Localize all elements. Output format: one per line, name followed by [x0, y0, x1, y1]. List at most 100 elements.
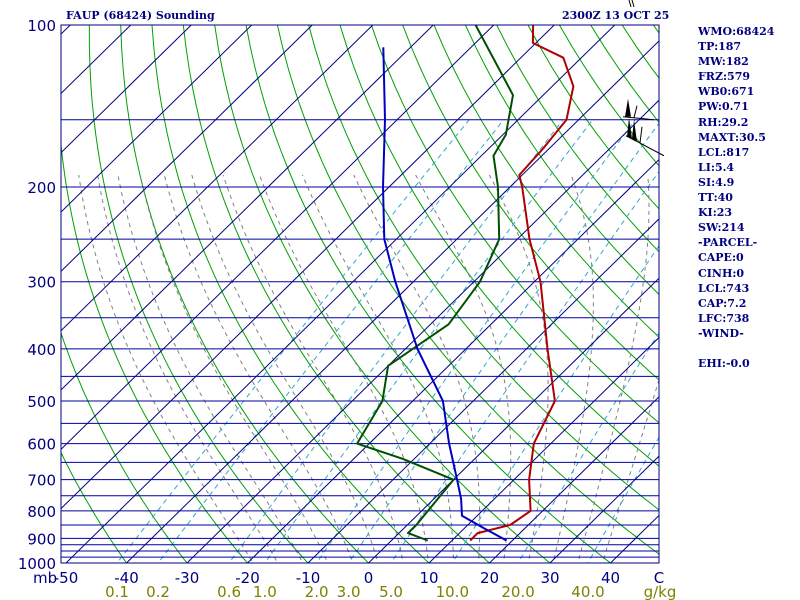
mixing-ratio-label: 0.6 — [217, 583, 241, 600]
dewpoint-trace — [356, 25, 514, 542]
moist-adiabat — [222, 174, 404, 563]
isotherm — [0, 13, 22, 574]
dry-adiabat — [61, 451, 128, 563]
index-line: KI:23 — [698, 206, 733, 220]
sounding-traces — [356, 25, 575, 542]
temperature-unit-label: C — [654, 569, 664, 587]
isotherm — [61, 25, 192, 154]
isotherm — [549, 455, 659, 563]
index-line: CAP:7.2 — [698, 296, 747, 310]
index-line: -WIND- — [698, 326, 744, 340]
plot-frame — [60, 24, 660, 564]
isotherm — [61, 25, 434, 391]
index-line: LCL:817 — [698, 145, 750, 159]
index-line: CAPE:0 — [698, 251, 744, 265]
moist-adiabat — [601, 378, 659, 563]
pressure-tick-label: 300 — [27, 274, 56, 292]
isotherm — [61, 25, 495, 450]
mixing-ratio-label: 3.0 — [337, 583, 361, 600]
index-line: MAXT:30.5 — [698, 130, 766, 144]
dry-adiabat — [464, 25, 659, 296]
isotherm — [65, 25, 616, 563]
temperature-tick-label: -40 — [114, 569, 139, 587]
temperature-tick-label: -10 — [296, 569, 321, 587]
index-line: LFC:738 — [698, 311, 750, 325]
isotherm — [61, 25, 132, 95]
moist-adiabat — [488, 174, 549, 563]
dry-adiabat — [433, 25, 659, 338]
isotherm — [246, 158, 659, 563]
wind-barbs — [622, 0, 665, 157]
wind-barb — [628, 0, 635, 8]
grid-lines — [0, 13, 659, 574]
temperature-tick-label: -30 — [175, 569, 200, 587]
moist-adiabat — [163, 174, 354, 563]
temperature-tick-label: -20 — [235, 569, 260, 587]
mixing-ratio-label: 10.0 — [436, 583, 469, 600]
isotherm — [428, 336, 659, 563]
pressure-tick-label: 100 — [27, 17, 56, 35]
mixing-ratio-line — [264, 119, 594, 563]
parcel-trace — [382, 47, 507, 542]
moist-adiabat — [552, 174, 594, 563]
isotherm — [307, 218, 659, 563]
index-line — [698, 341, 798, 356]
moist-adiabat — [259, 174, 429, 563]
isotherm — [61, 25, 313, 273]
moist-adiabat — [353, 174, 481, 563]
dry-adiabat — [151, 25, 430, 563]
moist-adiabat — [78, 174, 254, 563]
pressure-tick-label: 700 — [27, 472, 56, 490]
isotherm — [125, 40, 659, 563]
dry-adiabat — [276, 25, 659, 555]
temperature-trace — [469, 25, 575, 542]
isotherm — [186, 99, 659, 563]
temperature-tick-label: -50 — [54, 569, 79, 587]
mixing-ratio-label: 0.1 — [105, 583, 129, 600]
temperature-tick-label: 40 — [601, 569, 620, 587]
index-line: SI:4.9 — [698, 175, 735, 189]
mixing-ratio-label: 20.0 — [501, 583, 534, 600]
dry-adiabat — [496, 25, 659, 253]
indices-panel: WMO:68424 TP:187 MW:182 FRZ:579 WB0:671 PW:0.… — [698, 24, 798, 371]
moist-adiabat — [191, 174, 379, 563]
index-line: WB0:671 — [698, 85, 755, 99]
temperature-tick-label: 10 — [419, 569, 438, 587]
pressure-tick-label: 500 — [27, 393, 56, 411]
index-line: -PARCEL- — [698, 236, 758, 250]
index-line: PW:0.71 — [698, 100, 749, 114]
isotherm — [61, 25, 253, 213]
mixing-ratio-label: 2.0 — [305, 583, 329, 600]
mixing-ratio-label: 1.0 — [253, 583, 277, 600]
mixing-ratio-unit-label: g/kg — [644, 583, 677, 600]
pressure-tick-label: 400 — [27, 341, 56, 359]
moist-adiabat — [577, 174, 650, 563]
dry-adiabat — [308, 25, 659, 511]
index-line: CINH:0 — [698, 266, 745, 280]
temperature-tick-label: 0 — [364, 569, 374, 587]
mixing-ratio-label: 5.0 — [379, 583, 403, 600]
index-line: SW:214 — [698, 221, 745, 235]
mixing-ratio-label: 40.0 — [571, 583, 604, 600]
pressure-tick-label: 800 — [27, 503, 56, 521]
isotherm — [61, 25, 555, 510]
temperature-tick-label: 20 — [480, 569, 499, 587]
wind-barb — [625, 117, 665, 157]
temperature-tick-label: 30 — [540, 569, 559, 587]
moist-adiabat — [97, 174, 279, 563]
index-line: TT:40 — [698, 191, 733, 205]
index-line: RH:29.2 — [698, 115, 749, 129]
chart-title: FAUP (68424) Sounding — [66, 9, 215, 22]
pressure-tick-label: 600 — [27, 436, 56, 454]
isotherm — [488, 396, 659, 563]
pressure-unit-label: mb — [33, 569, 57, 587]
dry-adiabat — [61, 139, 249, 563]
index-line: FRZ:579 — [698, 70, 751, 84]
dry-adiabat — [370, 25, 659, 424]
dry-adiabat — [88, 25, 309, 563]
index-line: LCL:743 — [698, 281, 750, 295]
isotherm — [61, 25, 71, 35]
index-line: TP:187 — [698, 40, 742, 54]
